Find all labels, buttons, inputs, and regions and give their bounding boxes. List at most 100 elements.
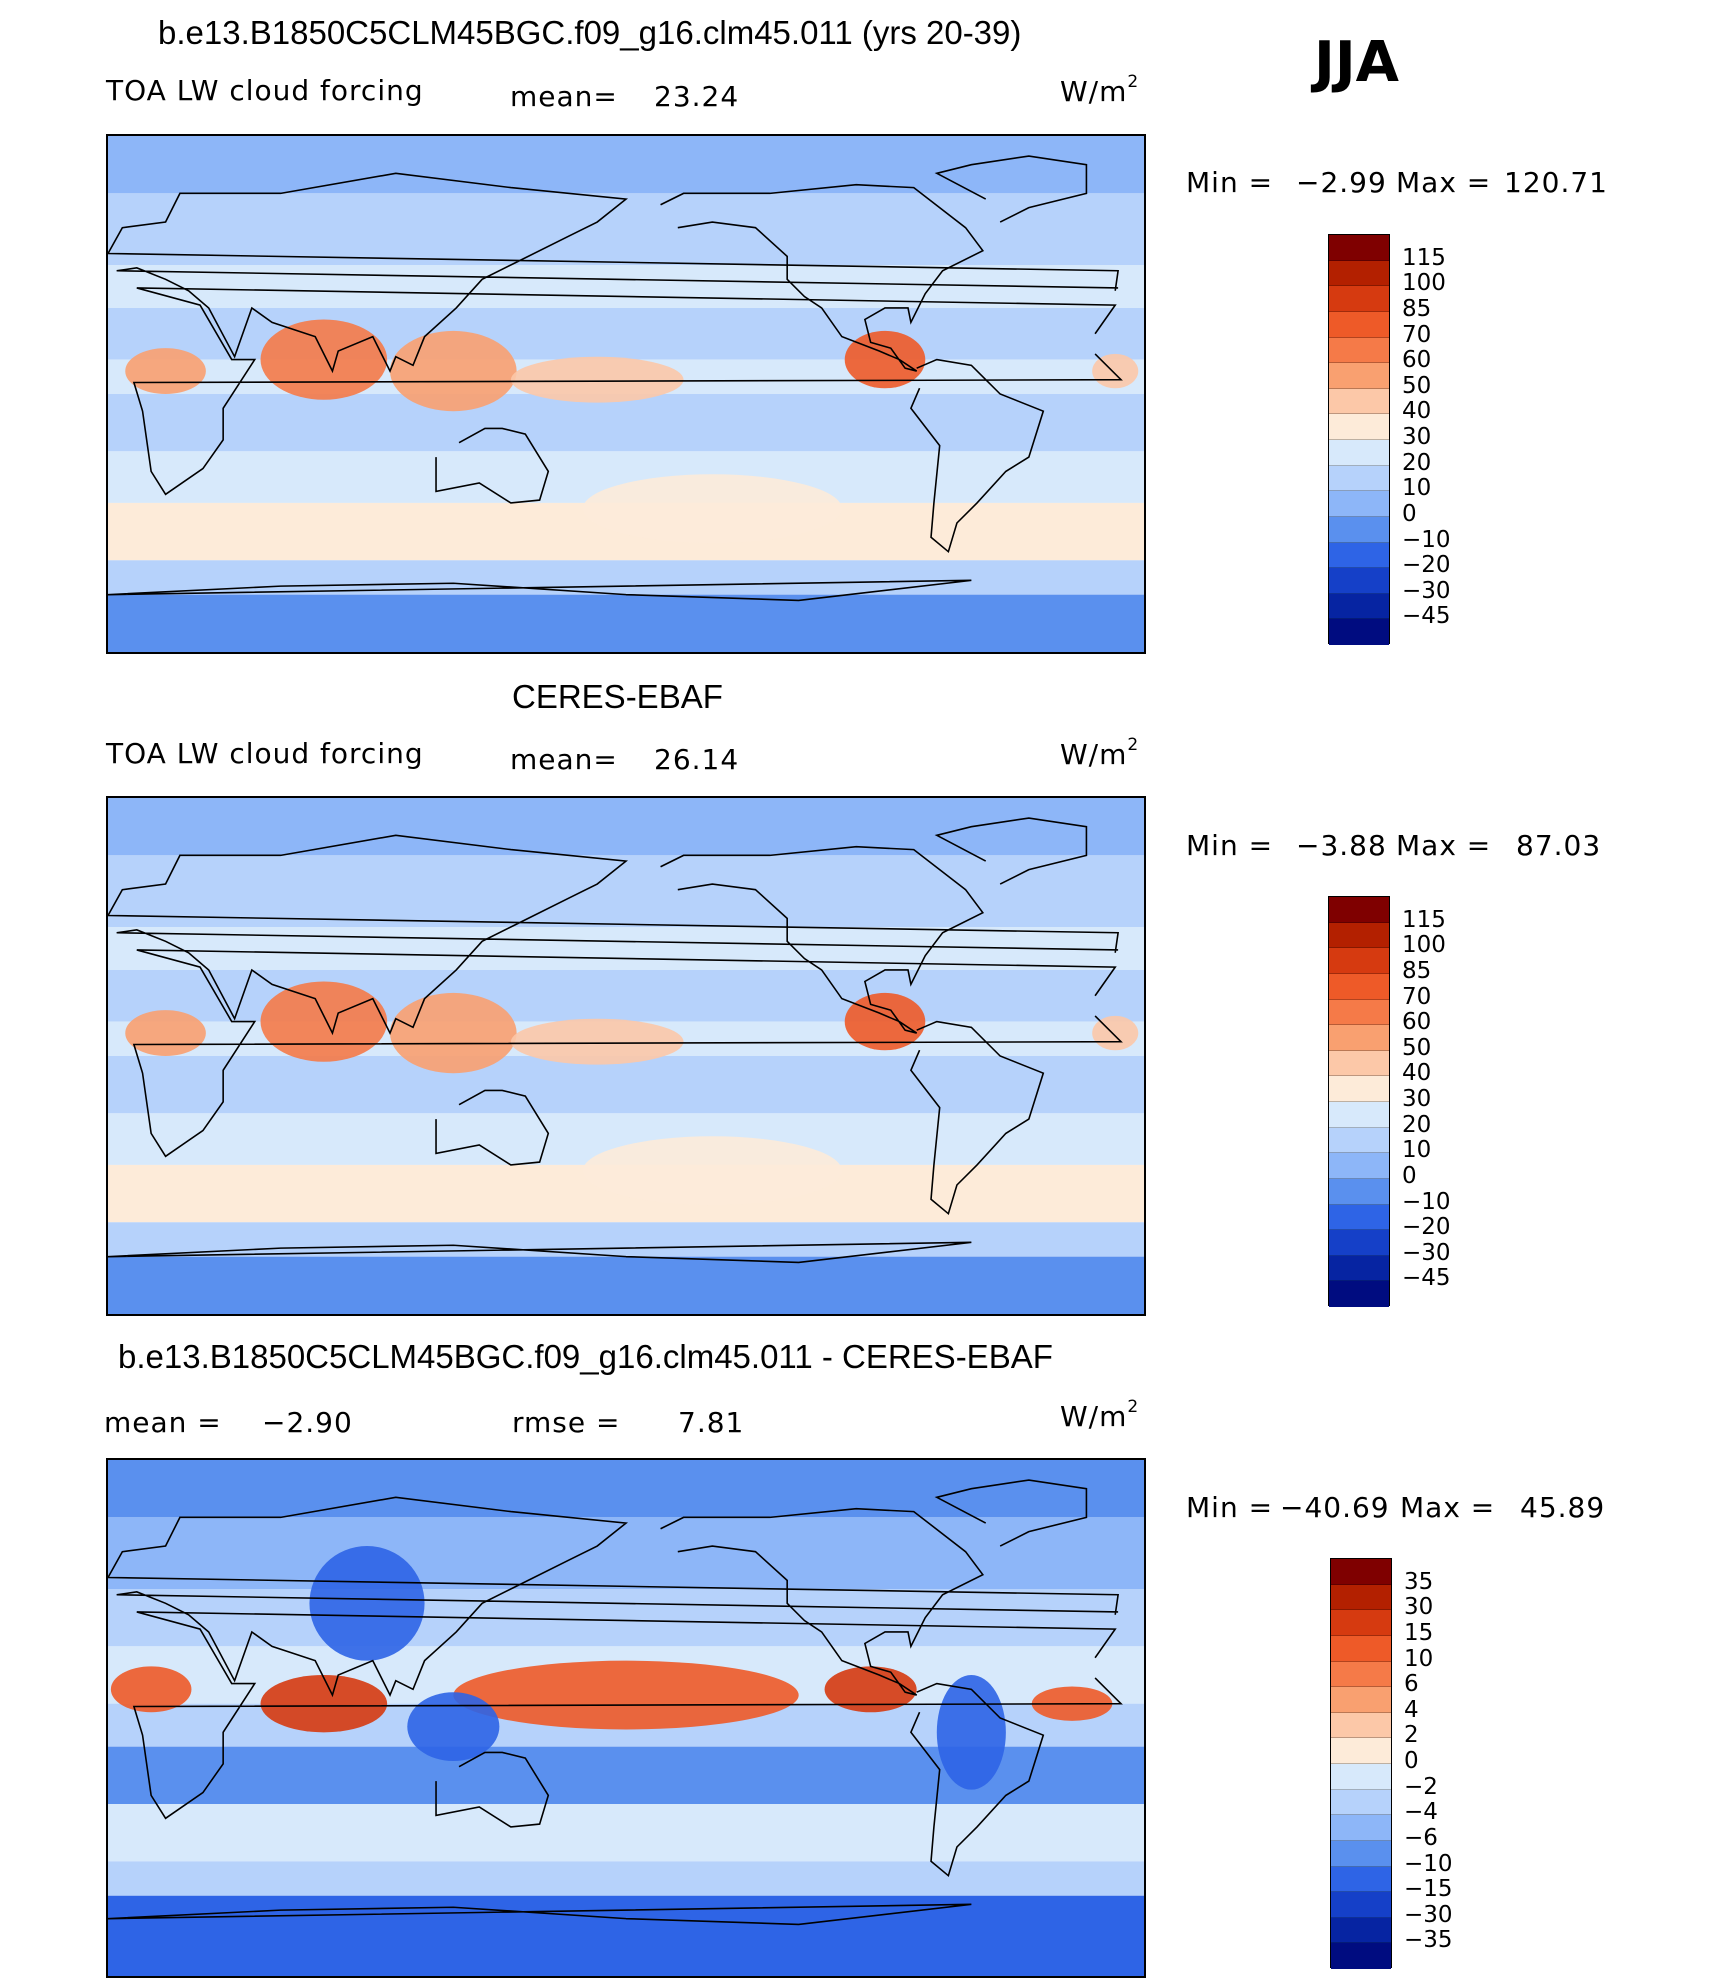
coastline	[660, 845, 985, 1034]
panel1-map	[106, 134, 1146, 654]
colorbar-swatch	[1329, 311, 1389, 338]
colorbar-tick-label: 85	[1402, 295, 1432, 322]
colorbar-swatch	[1329, 542, 1389, 569]
colorbar-tick-label: 0	[1402, 500, 1417, 527]
colorbar-swatch	[1329, 593, 1389, 620]
colorbar-swatch	[1331, 1840, 1391, 1867]
contour-band	[108, 855, 1144, 927]
panel1-units: W/m2	[1060, 72, 1140, 108]
panel3-mean-label: mean =	[104, 1406, 222, 1439]
colorbar-swatch	[1331, 1892, 1391, 1918]
colorbar-tick-label: −35	[1404, 1927, 1453, 1954]
panel1-min-label: Min =	[1186, 166, 1274, 199]
coastline	[934, 1479, 1088, 1547]
colorbar-tick-label: 60	[1402, 1009, 1432, 1036]
panel1-colorbar	[1328, 234, 1390, 645]
colorbar-swatch	[1331, 1584, 1391, 1611]
coastline	[108, 1241, 972, 1264]
coastline	[108, 579, 972, 602]
panel3-map	[106, 1458, 1146, 1978]
coastline	[435, 1751, 550, 1828]
colorbar-tick-label: −10	[1404, 1850, 1453, 1877]
panel2-units: W/m2	[1060, 735, 1140, 771]
panel2-map	[106, 796, 1146, 1316]
contour-blob	[510, 356, 684, 403]
colorbar-swatch	[1329, 465, 1389, 492]
colorbar-swatch	[1331, 1687, 1391, 1713]
coastline	[108, 834, 1120, 1036]
colorbar-tick-label: −45	[1402, 1265, 1451, 1292]
colorbar-swatch	[1329, 286, 1389, 312]
contour-blob	[453, 1660, 799, 1730]
coastline	[132, 287, 1123, 496]
colorbar-swatch	[1331, 1917, 1391, 1944]
contour-band	[108, 1056, 1144, 1114]
contour-blob	[390, 330, 517, 412]
contour-band	[108, 1861, 1144, 1896]
colorbar-tick-label: −4	[1404, 1799, 1438, 1826]
contour-band	[108, 594, 1144, 652]
colorbar-swatch	[1329, 1076, 1389, 1102]
colorbar-swatch	[1329, 414, 1389, 440]
colorbar-swatch	[1331, 1815, 1391, 1841]
panel1-min: −2.99	[1296, 166, 1387, 199]
colorbar-swatch	[1331, 1866, 1391, 1893]
colorbar-tick-label: 30	[1402, 424, 1432, 450]
colorbar-tick-label: 70	[1402, 983, 1432, 1010]
contour-blob	[260, 981, 388, 1062]
coastline	[934, 155, 1088, 223]
colorbar-tick-label: −20	[1402, 552, 1451, 579]
colorbar-swatch	[1329, 363, 1389, 389]
panel1-mean: 23.24	[654, 80, 740, 113]
colorbar-tick-label: 40	[1402, 398, 1432, 425]
colorbar-swatch	[1329, 999, 1389, 1026]
contour-blob	[582, 474, 842, 544]
contour-band	[108, 1804, 1144, 1862]
panel2-min: −3.88	[1296, 829, 1387, 862]
colorbar-tick-label: −10	[1402, 1188, 1451, 1215]
colorbar-swatch	[1329, 619, 1389, 645]
panel3-rmse: 7.81	[678, 1406, 745, 1439]
colorbar-tick-label: −10	[1402, 526, 1451, 553]
panel2-colorbar	[1328, 896, 1390, 1307]
colorbar-swatch	[1329, 922, 1389, 949]
colorbar-tick-label: −6	[1404, 1824, 1438, 1851]
colorbar-tick-label: 2	[1404, 1722, 1419, 1749]
panel3-units: W/m2	[1060, 1397, 1140, 1433]
panel1-title: b.e13.B1850C5CLM45BGC.f09_g16.clm45.011 …	[158, 14, 1022, 51]
colorbar-tick-label: 10	[1402, 1137, 1432, 1164]
colorbar-swatch	[1329, 491, 1389, 517]
colorbar-swatch	[1329, 235, 1389, 261]
contour-band	[108, 1517, 1144, 1589]
colorbar-tick-label: −45	[1402, 603, 1451, 630]
coastline	[660, 1507, 985, 1696]
colorbar-tick-label: −15	[1404, 1876, 1453, 1903]
colorbar-tick-label: 6	[1404, 1671, 1419, 1698]
colorbar-swatch	[1329, 1255, 1389, 1282]
panel2-title: CERES-EBAF	[512, 678, 723, 715]
contour-blob	[260, 1675, 388, 1733]
panel3-title: b.e13.B1850C5CLM45BGC.f09_g16.clm45.011 …	[118, 1338, 1053, 1375]
coastline	[435, 427, 550, 504]
colorbar-swatch	[1329, 1102, 1389, 1128]
contour-blob	[309, 1546, 425, 1661]
colorbar-swatch	[1329, 568, 1389, 594]
colorbar-tick-label: 10	[1404, 1645, 1434, 1672]
colorbar-swatch	[1329, 337, 1389, 364]
contour-blob	[125, 1010, 206, 1056]
colorbar-tick-label: 20	[1402, 449, 1432, 476]
colorbar-tick-label: 115	[1402, 906, 1446, 933]
coastline	[660, 183, 985, 372]
colorbar-swatch	[1329, 516, 1389, 543]
contour-blob	[582, 1136, 842, 1206]
contour-band	[108, 1589, 1144, 1647]
panel3-colorbar	[1330, 1558, 1392, 1969]
colorbar-swatch	[1329, 1025, 1389, 1051]
colorbar-tick-label: 0	[1404, 1748, 1419, 1774]
panel3-rmse-label: rmse =	[512, 1406, 621, 1439]
panel2-max: 87.03	[1516, 829, 1602, 862]
contour-blob	[510, 1018, 684, 1065]
coastline	[435, 1089, 550, 1166]
colorbar-swatch	[1331, 1559, 1391, 1585]
colorbar-swatch	[1331, 1610, 1391, 1636]
